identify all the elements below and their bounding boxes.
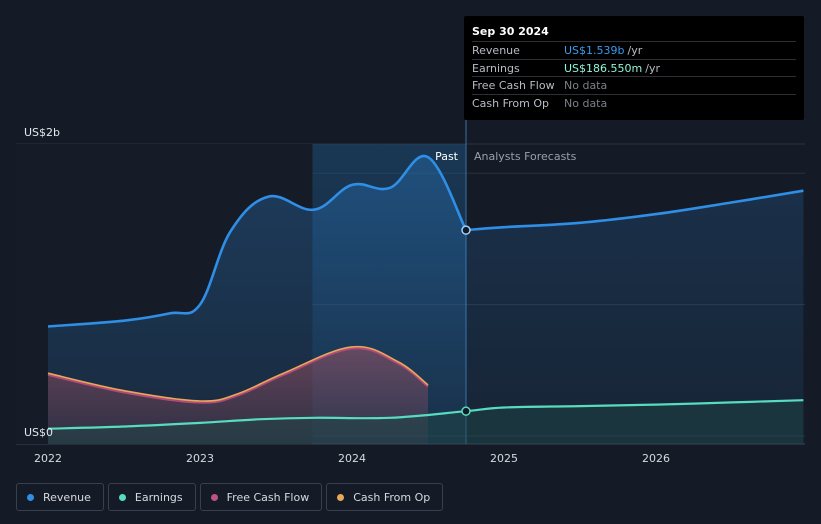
legend-label: Revenue bbox=[43, 490, 91, 504]
tooltip-date: Sep 30 2024 bbox=[472, 25, 549, 38]
tooltip-label: Revenue bbox=[472, 44, 520, 57]
tooltip-row-cash-from-op: Cash From Op No data bbox=[472, 93, 796, 112]
legend-label: Free Cash Flow bbox=[226, 490, 310, 504]
tooltip-label: Cash From Op bbox=[472, 96, 550, 110]
forecast-label: Analysts Forecasts bbox=[474, 150, 577, 163]
x-tick-label: 2023 bbox=[186, 452, 214, 465]
revenue-line-forecast bbox=[465, 189, 804, 232]
legend-label: Cash From Op bbox=[353, 490, 431, 504]
tooltip-row-free-cash-flow: Free Cash Flow No data bbox=[472, 76, 796, 94]
legend-label: Earnings bbox=[134, 490, 183, 504]
x-tick-label: 2026 bbox=[642, 452, 670, 465]
legend-item-revenue[interactable]: Revenue bbox=[16, 483, 104, 511]
tooltip-label: Earnings bbox=[472, 61, 520, 75]
tooltip-row-revenue: Revenue US$1.539b /yr bbox=[472, 41, 796, 59]
tooltip-value: US$1.539b bbox=[564, 44, 625, 57]
tooltip: Sep 30 2024 Revenue US$1.539b /yr Earnin… bbox=[464, 16, 804, 120]
earnings-marker bbox=[461, 406, 471, 416]
earnings-area bbox=[48, 400, 804, 444]
free-cash-flow-line bbox=[47, 346, 429, 404]
earnings-line bbox=[47, 399, 804, 430]
revenue-line-past bbox=[47, 154, 468, 328]
legend-item-earnings[interactable]: Earnings bbox=[107, 483, 196, 511]
past-label: Past bbox=[435, 150, 459, 163]
free-cash-flow-dot-icon bbox=[210, 493, 218, 501]
chart-labels: US$2b US$0 Past Analysts Forecasts 2022 2023 2… bbox=[24, 126, 670, 465]
revenue-dot-icon bbox=[27, 493, 34, 501]
series-areas bbox=[48, 155, 804, 444]
tooltip-value: US$186.550m bbox=[564, 61, 643, 75]
y-axis-label-top: US$2b bbox=[24, 126, 60, 139]
cash-from-op-dot-icon bbox=[337, 493, 345, 501]
legend: Revenue Earnings Free Cash Flow Cash Fro… bbox=[16, 483, 444, 511]
tooltip-value: No data bbox=[564, 96, 608, 110]
y-axis-label-bottom: US$0 bbox=[24, 426, 53, 439]
series-lines bbox=[47, 154, 804, 430]
tooltip-row-earnings: Earnings US$186.550m /yr bbox=[472, 58, 796, 77]
legend-item-free-cash-flow[interactable]: Free Cash Flow bbox=[199, 483, 323, 511]
revenue-marker bbox=[461, 225, 471, 235]
tooltip-unit: /yr bbox=[645, 61, 660, 75]
revenue-area-forecast bbox=[466, 190, 804, 444]
tooltip-value: No data bbox=[564, 79, 608, 92]
tooltip-unit: /yr bbox=[627, 44, 643, 57]
series-markers bbox=[461, 225, 471, 416]
cash-from-op-line bbox=[47, 345, 429, 402]
legend-item-cash-from-op[interactable]: Cash From Op bbox=[326, 483, 444, 511]
tooltip-label: Free Cash Flow bbox=[472, 79, 555, 92]
earnings-dot-icon bbox=[118, 493, 126, 501]
x-tick-label: 2024 bbox=[338, 452, 366, 465]
x-tick-label: 2025 bbox=[490, 452, 518, 465]
x-tick-label: 2022 bbox=[34, 452, 62, 465]
